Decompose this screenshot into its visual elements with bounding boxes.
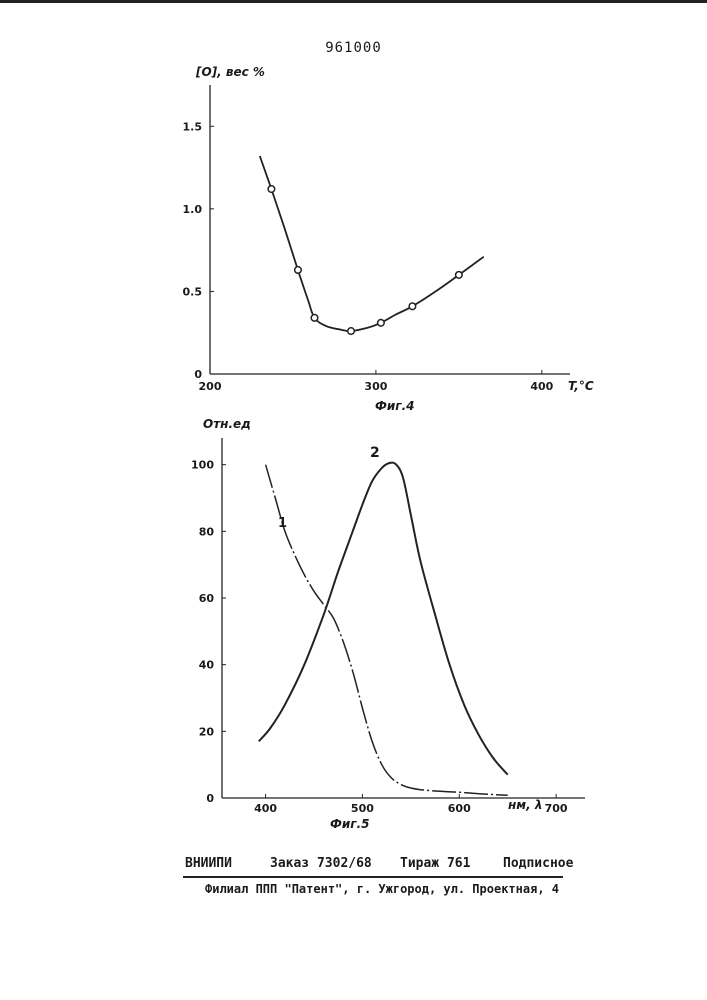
fig5-y-axis-label: Отн.ед xyxy=(203,417,251,431)
footer-divider xyxy=(183,876,563,878)
fig4-x-tick-label: 300 xyxy=(364,380,387,393)
fig4-data-point xyxy=(456,272,463,279)
fig4-series-line xyxy=(260,156,484,331)
fig4-data-point xyxy=(295,267,302,274)
fig5-x-tick-label: 600 xyxy=(448,802,471,815)
fig5-series-1-label: 1 xyxy=(278,516,287,531)
fig4-data-point xyxy=(268,186,275,193)
footer-circulation: Тираж 761 xyxy=(400,856,470,871)
fig4-data-point xyxy=(348,328,355,335)
footer-subscription: Подписное xyxy=(503,856,573,871)
fig5-ticks: 400 500 600 700 0 20 40 60 80 100 xyxy=(191,459,568,815)
fig4-y-tick-label: 1.0 xyxy=(183,203,203,216)
fig5-x-tick-label: 500 xyxy=(351,802,374,815)
fig5-y-tick-label: 20 xyxy=(199,725,215,738)
fig5-series-1-line xyxy=(266,465,508,796)
fig5-x-tick-label: 400 xyxy=(254,802,277,815)
fig5-y-tick-label: 0 xyxy=(206,792,214,805)
fig4-ticks: 200 300 400 0 0.5 1.0 1.5 xyxy=(183,120,554,393)
fig5-series-2-line xyxy=(259,463,508,775)
fig5-y-tick-label: 40 xyxy=(199,659,215,672)
fig5-x-axis-label: нм, λ xyxy=(508,798,542,812)
fig4-x-tick-label: 400 xyxy=(530,380,553,393)
footer-org: ВНИИПИ xyxy=(185,856,232,871)
patent-number: 961000 xyxy=(0,40,707,56)
fig4-data-point xyxy=(378,320,385,327)
fig5-y-tick-label: 80 xyxy=(199,525,215,538)
fig4-y-tick-label: 0 xyxy=(194,368,202,381)
figure-4-chart: [O], вес % T,°C Фиг.4 20030040000.51.01.… xyxy=(0,55,707,420)
fig5-x-tick-label: 700 xyxy=(545,802,568,815)
fig4-y-tick-label: 1.5 xyxy=(183,120,203,133)
fig4-data-points xyxy=(268,186,462,335)
fig4-x-tick-label: 200 xyxy=(199,380,222,393)
figure-5-chart: Отн.ед нм, λ Фиг.5 400 500 600 700 0 20 40 60 80… xyxy=(0,410,707,840)
fig5-caption: Фиг.5 xyxy=(330,817,370,831)
fig5-y-tick-label: 100 xyxy=(191,459,214,472)
fig5-series-2-label: 2 xyxy=(370,445,380,461)
fig5-y-tick-label: 60 xyxy=(199,592,215,605)
fig4-data-point xyxy=(311,315,318,322)
fig4-y-tick-label: 0.5 xyxy=(183,285,203,298)
footer-imprint: ВНИИПИ Заказ 7302/68 Тираж 761 Подписное xyxy=(185,856,575,874)
footer-address: Филиал ППП "Патент", г. Ужгород, ул. Про… xyxy=(205,882,559,896)
fig4-y-axis-label: [O], вес % xyxy=(195,65,265,79)
footer-order: Заказ 7302/68 xyxy=(270,856,372,871)
fig4-x-axis-label: T,°C xyxy=(568,379,594,393)
fig4-data-point xyxy=(409,303,416,310)
top-border-line xyxy=(0,0,707,3)
